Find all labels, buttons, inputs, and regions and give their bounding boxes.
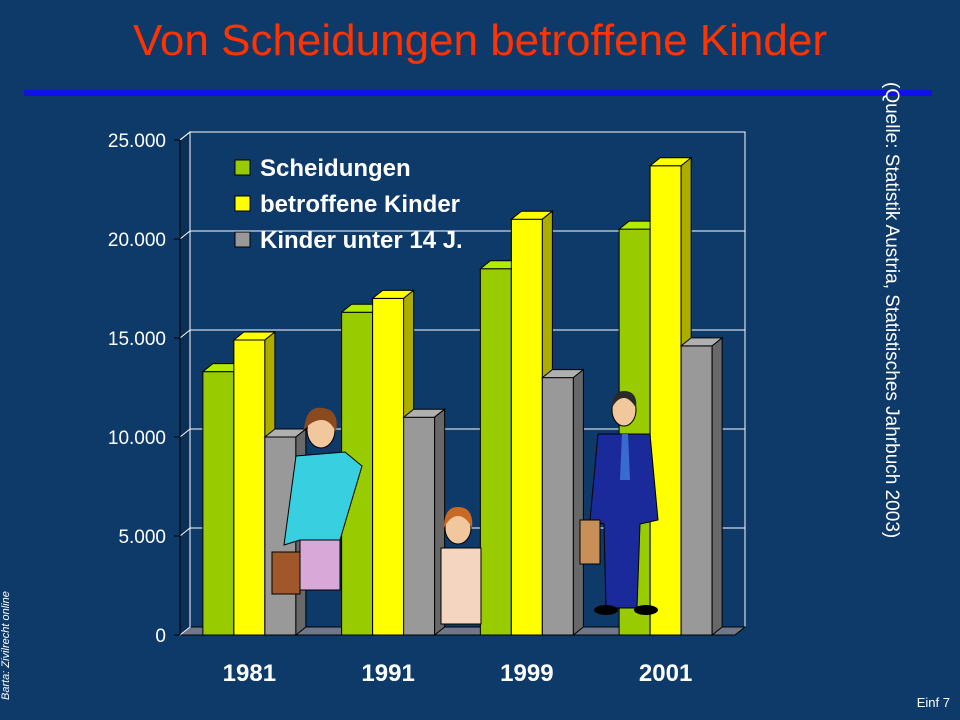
bar-side	[711, 336, 723, 637]
bar-front	[649, 165, 682, 636]
bar-front	[510, 218, 543, 636]
x-tick-label: 1981	[223, 660, 276, 687]
man-clipart	[579, 390, 659, 615]
bar-front	[403, 416, 436, 636]
slide-number: Einf 7	[916, 695, 950, 710]
girl-clipart	[440, 506, 482, 625]
man-shoe	[634, 605, 658, 615]
woman-hair	[304, 407, 337, 432]
legend-label: Kinder unter 14 J.	[260, 227, 463, 254]
y-tick-label: 15.000	[108, 329, 166, 350]
legend-swatch	[234, 159, 251, 176]
x-tick-label: 1999	[500, 660, 553, 687]
bar	[679, 336, 724, 637]
side-wall	[179, 130, 191, 637]
legend: Scheidungen betroffene Kinder Kinder unter…	[234, 155, 463, 254]
clipart	[271, 390, 659, 625]
bar-front	[479, 268, 512, 636]
legend-label: betroffene Kinder	[260, 191, 460, 218]
woman-jacket	[283, 451, 363, 546]
legend-swatch	[234, 195, 251, 212]
bar-front	[680, 345, 713, 636]
x-tick-label: 1991	[361, 660, 414, 687]
girl-hair	[444, 506, 473, 528]
bar	[540, 368, 585, 637]
girl-dress	[440, 547, 482, 625]
legend-swatch	[234, 231, 251, 248]
man-hair	[612, 390, 637, 408]
x-tick-label: 2001	[639, 660, 692, 687]
y-tick-label: 25.000	[108, 131, 166, 152]
y-tick-label: 5.000	[118, 527, 166, 548]
axes: 0 5.000 10.000 15.000 20.000 25.000 1981 1991 19…	[108, 131, 692, 687]
gridline	[179, 329, 745, 339]
man-shoe	[594, 605, 618, 615]
legend-label: Scheidungen	[260, 155, 411, 182]
man-tie	[620, 434, 630, 480]
y-tick-label: 10.000	[108, 428, 166, 449]
bar-side	[572, 368, 584, 637]
man-briefcase	[579, 519, 601, 565]
y-tick-label: 0	[155, 626, 166, 647]
bar-front	[233, 339, 266, 636]
woman-clipart	[271, 407, 363, 595]
bar-front	[202, 371, 235, 636]
title-divider	[24, 90, 932, 96]
slide-title: Von Scheidungen betroffene Kinder	[133, 16, 827, 65]
woman-bag	[271, 551, 301, 595]
gridline	[179, 230, 745, 240]
bar-front	[372, 297, 405, 636]
y-tick-label: 20.000	[108, 230, 166, 251]
gridline	[179, 131, 745, 141]
bar	[402, 408, 447, 637]
bar-front	[541, 377, 574, 636]
bars	[201, 156, 724, 637]
